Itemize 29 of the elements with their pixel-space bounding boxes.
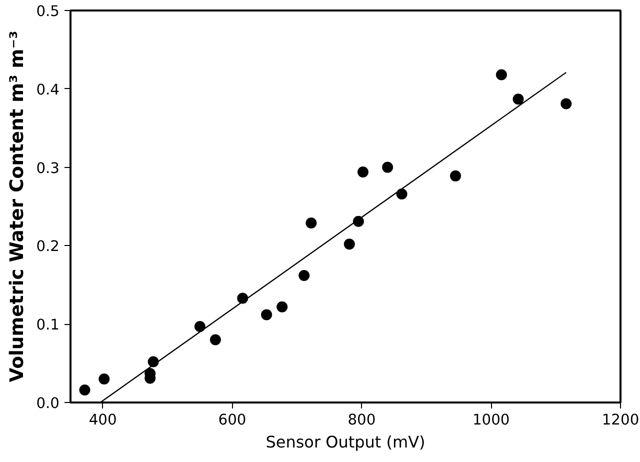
y-tick-label: 0.3	[36, 160, 60, 177]
point	[98, 373, 110, 384]
point	[512, 94, 524, 105]
x-tick-label: 1000	[472, 412, 510, 428]
point	[79, 384, 90, 396]
x-axis-title: Sensor Output (mV)	[266, 432, 426, 452]
y-axis-title: Volumetric Water Content m³ m⁻³	[7, 30, 28, 382]
point	[450, 170, 461, 182]
point	[382, 162, 394, 173]
point	[496, 69, 507, 80]
y-tick-label: 0.0	[36, 395, 60, 412]
y-tick-label: 0.5	[36, 3, 60, 20]
x-tick-label: 1200	[602, 412, 640, 428]
point	[306, 217, 317, 228]
point	[560, 98, 572, 110]
y-tick-label: 0.2	[36, 238, 60, 256]
y-tick-label: 0.4	[36, 81, 60, 98]
point	[396, 188, 408, 200]
point	[344, 238, 355, 250]
x-tick-label: 800	[348, 412, 376, 428]
y-tick-label: 0.1	[36, 316, 60, 334]
x-tick-label: 600	[218, 412, 246, 428]
x-tick-label: 400	[88, 412, 117, 428]
point	[357, 166, 368, 178]
point	[276, 301, 288, 312]
point	[298, 270, 310, 281]
point	[194, 320, 206, 332]
point	[210, 334, 221, 346]
point	[261, 309, 272, 320]
